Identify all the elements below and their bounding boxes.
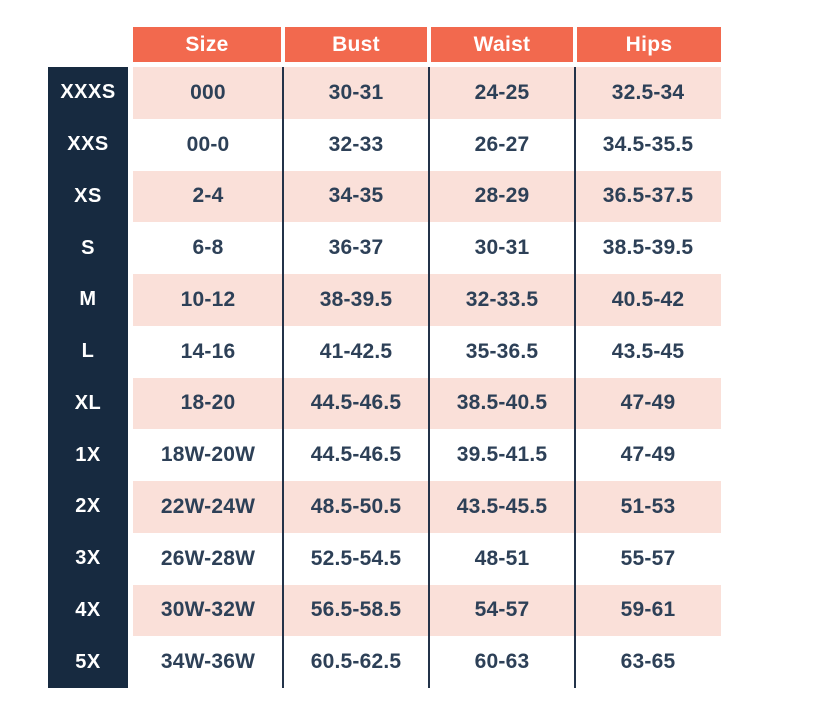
- header-cell-hips: Hips: [577, 27, 721, 62]
- table-cell: 38.5-40.5: [456, 391, 548, 415]
- table-cell: 35-36.5: [465, 339, 539, 363]
- table-header-row: Size Bust Waist Hips: [133, 27, 721, 62]
- table-cell: 6-8: [192, 236, 224, 260]
- table-cell: 36-37: [328, 236, 384, 260]
- table-cell: 14-16: [180, 339, 236, 363]
- table-cell: 32.5-34: [611, 80, 685, 104]
- table-cell: 40.5-42: [611, 287, 685, 311]
- table-cell: 32-33.5: [465, 287, 539, 311]
- table-cell: 48-51: [474, 546, 530, 570]
- table-row: 00-0 32-33 26-27 34.5-35.5: [133, 118, 721, 171]
- size-label: XL: [74, 391, 102, 414]
- size-label-column: XXXS XXS XS S M L XL 1X 2X 3X 4X 5X: [48, 67, 128, 688]
- table-row: 18W-20W 44.5-46.5 39.5-41.5 47-49: [133, 429, 721, 481]
- header-cell-size: Size: [133, 27, 281, 62]
- table-cell: 26W-28W: [160, 546, 256, 570]
- table-cell: 34-35: [328, 184, 384, 208]
- header-cell-bust: Bust: [285, 27, 427, 62]
- size-label: 3X: [75, 547, 101, 570]
- table-cell: 34W-36W: [160, 650, 256, 674]
- table-row: 6-8 36-37 30-31 38.5-39.5: [133, 222, 721, 274]
- size-label: 5X: [75, 650, 101, 673]
- table-cell: 44.5-46.5: [310, 391, 402, 415]
- table-cell: 44.5-46.5: [310, 443, 402, 467]
- table-cell: 39.5-41.5: [456, 443, 548, 467]
- table-row: 2-4 34-35 28-29 36.5-37.5: [133, 170, 721, 223]
- table-cell: 52.5-54.5: [310, 546, 402, 570]
- header-cell-waist: Waist: [431, 27, 573, 62]
- table-row: 22W-24W 48.5-50.5 43.5-45.5 51-53: [133, 481, 721, 533]
- table-cell: 43.5-45: [611, 339, 685, 363]
- table-row: 26W-28W 52.5-54.5 48-51 55-57: [133, 532, 721, 585]
- table-cell: 36.5-37.5: [602, 184, 694, 208]
- table-cell: 18W-20W: [160, 443, 256, 467]
- table-cell: 000: [190, 80, 226, 104]
- column-divider: [574, 67, 576, 688]
- table-row: 30W-32W 56.5-58.5 54-57 59-61: [133, 584, 721, 637]
- table-cell: 63-65: [620, 650, 676, 674]
- table-cell: 30-31: [328, 80, 384, 104]
- table-body: 000 30-31 24-25 32.5-34 00-0 32-33 26-27 34.5-3…: [133, 67, 721, 688]
- table-cell: 26-27: [474, 132, 530, 156]
- table-row: 18-20 44.5-46.5 38.5-40.5 47-49: [133, 377, 721, 430]
- size-label: XXXS: [60, 81, 116, 104]
- size-label: 2X: [75, 495, 101, 518]
- table-row: 10-12 38-39.5 32-33.5 40.5-42: [133, 274, 721, 326]
- table-cell: 56.5-58.5: [310, 598, 402, 622]
- column-divider: [428, 67, 430, 688]
- size-label: XXS: [67, 133, 109, 156]
- column-divider: [282, 67, 284, 688]
- table-cell: 54-57: [474, 598, 530, 622]
- table-cell: 60.5-62.5: [310, 650, 402, 674]
- table-cell: 24-25: [474, 80, 530, 104]
- size-label: 4X: [75, 598, 101, 621]
- table-cell: 30W-32W: [160, 598, 256, 622]
- table-cell: 47-49: [620, 391, 676, 415]
- size-label: S: [81, 236, 95, 259]
- table-cell: 28-29: [474, 184, 530, 208]
- table-cell: 2-4: [192, 184, 224, 208]
- table-cell: 38-39.5: [319, 287, 393, 311]
- table-cell: 00-0: [186, 132, 230, 156]
- table-cell: 55-57: [620, 546, 676, 570]
- table-cell: 47-49: [620, 443, 676, 467]
- table-cell: 30-31: [474, 236, 530, 260]
- size-label: XS: [74, 184, 102, 207]
- table-cell: 22W-24W: [160, 494, 256, 518]
- table-cell: 48.5-50.5: [310, 494, 402, 518]
- table-cell: 41-42.5: [319, 339, 393, 363]
- table-row: 34W-36W 60.5-62.5 60-63 63-65: [133, 636, 721, 688]
- table-cell: 38.5-39.5: [602, 236, 694, 260]
- table-cell: 51-53: [620, 494, 676, 518]
- size-label: L: [81, 340, 95, 363]
- table-cell: 60-63: [474, 650, 530, 674]
- table-cell: 32-33: [328, 132, 384, 156]
- table-cell: 43.5-45.5: [456, 494, 548, 518]
- table-cell: 59-61: [620, 598, 676, 622]
- table-cell: 10-12: [180, 287, 236, 311]
- table-row: 14-16 41-42.5 35-36.5 43.5-45: [133, 325, 721, 378]
- size-label: 1X: [75, 443, 101, 466]
- table-row: 000 30-31 24-25 32.5-34: [133, 67, 721, 119]
- table-cell: 18-20: [180, 391, 236, 415]
- table-cell: 34.5-35.5: [602, 132, 694, 156]
- size-label: M: [79, 288, 97, 311]
